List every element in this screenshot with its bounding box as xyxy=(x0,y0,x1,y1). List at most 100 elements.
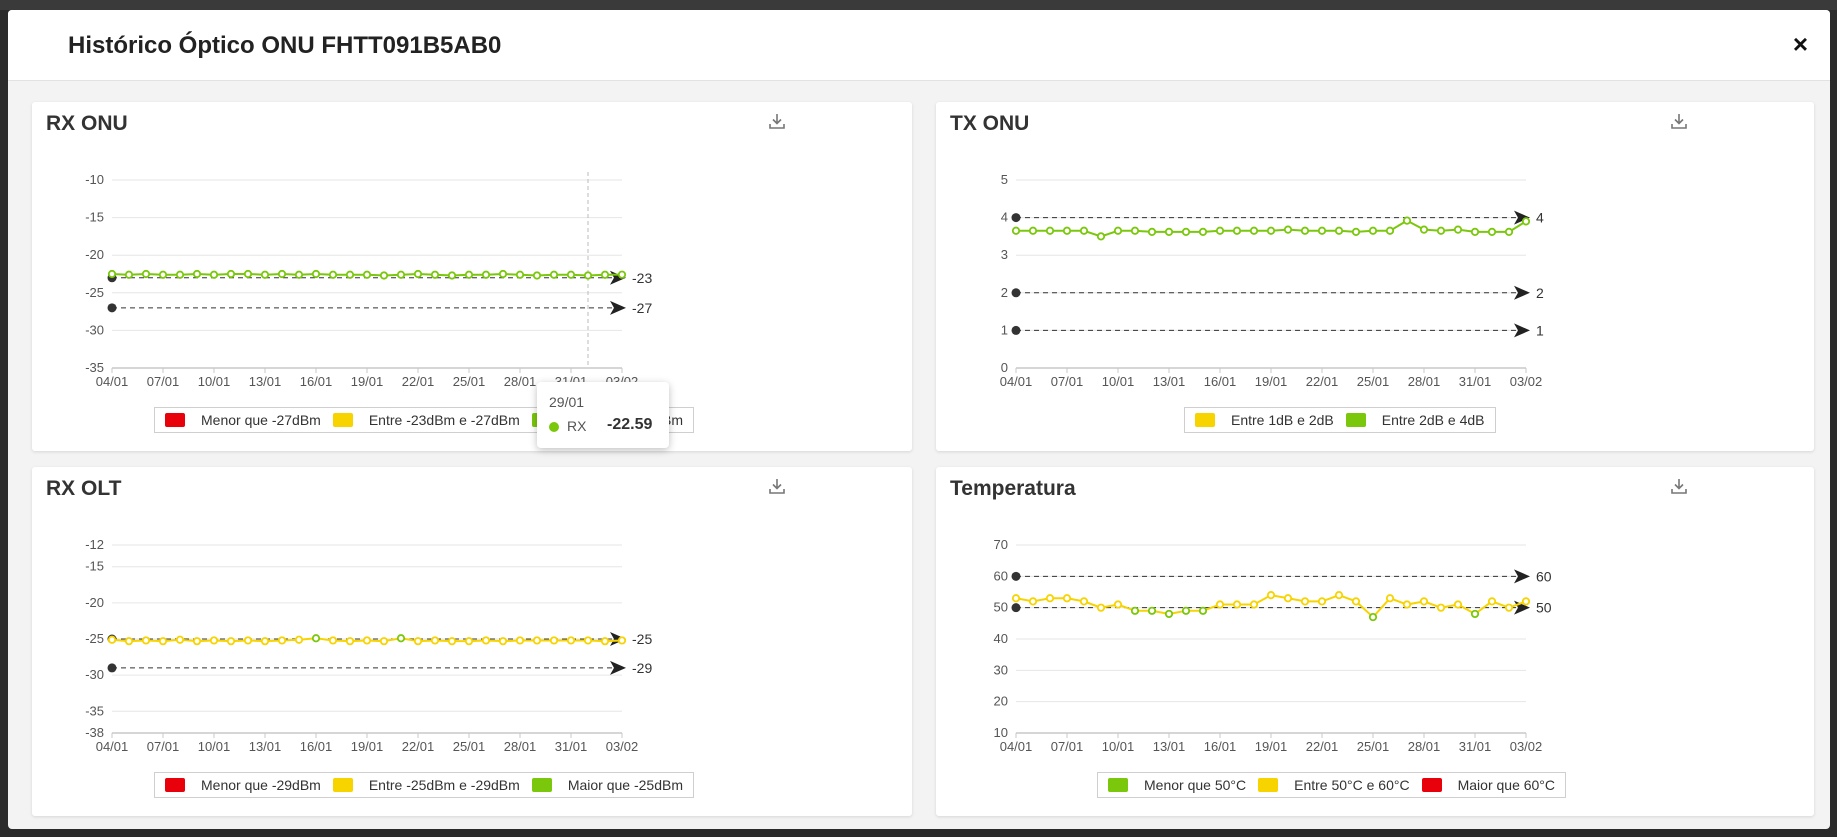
y-tick-label: -30 xyxy=(85,322,104,337)
data-point xyxy=(1385,226,1395,235)
legend-item[interactable]: Maior que 60°C xyxy=(1421,777,1556,793)
data-point xyxy=(1232,226,1242,235)
y-tick-label: 50 xyxy=(994,600,1008,615)
threshold-start-dot xyxy=(107,663,117,673)
data-point xyxy=(1011,226,1021,235)
y-tick-label: 4 xyxy=(1001,210,1008,225)
panel-title: RX ONU xyxy=(46,112,128,135)
data-point xyxy=(1351,227,1361,236)
tooltip-date: 29/01 xyxy=(549,394,585,410)
data-point xyxy=(464,270,474,279)
data-point xyxy=(192,637,202,646)
data-point xyxy=(1487,597,1497,606)
legend-swatch xyxy=(1345,413,1366,427)
x-tick-label: 19/01 xyxy=(1255,374,1288,389)
data-point xyxy=(481,636,491,645)
close-button[interactable]: × xyxy=(1792,29,1808,59)
legend-label: Maior que 60°C xyxy=(1457,777,1556,793)
x-tick-label: 13/01 xyxy=(1153,374,1186,389)
x-tick-label: 03/02 xyxy=(1510,739,1543,754)
data-point xyxy=(396,270,406,279)
modal-title: Histórico Óptico ONU FHTT091B5AB0 xyxy=(68,32,502,59)
data-point xyxy=(1283,225,1293,234)
data-point xyxy=(532,636,542,645)
legend: Menor que -29dBm Entre -25dBm e -29dBm Mai… xyxy=(154,772,694,798)
x-tick-label: 10/01 xyxy=(1102,374,1135,389)
legend-item[interactable]: Entre 50°C e 60°C xyxy=(1258,777,1410,793)
data-point xyxy=(600,637,610,646)
legend-label: Entre -23dBm e -27dBm xyxy=(368,412,520,428)
data-point xyxy=(1385,594,1395,603)
data-point xyxy=(583,636,593,645)
data-point xyxy=(175,270,185,279)
data-point xyxy=(260,270,270,279)
x-tick-label: 28/01 xyxy=(504,739,537,754)
legend-label: Menor que -27dBm xyxy=(201,412,321,428)
data-point xyxy=(1113,600,1123,609)
data-point xyxy=(141,269,151,279)
x-tick-label: 25/01 xyxy=(453,739,486,754)
data-point xyxy=(1300,226,1310,235)
legend-item[interactable]: Entre -23dBm e -27dBm xyxy=(332,412,520,428)
data-point xyxy=(1317,226,1327,235)
tx-onu-chart: 0 1 2 3 4 5 04/01 07/01 10/01 13/01 16/01 19/01 22/0… xyxy=(1000,172,1544,389)
y-tick-label: 10 xyxy=(994,725,1008,740)
legend-swatch xyxy=(332,413,353,427)
data-point xyxy=(124,270,134,279)
legend-label: Menor que -29dBm xyxy=(201,777,321,793)
legend-swatch xyxy=(165,413,185,427)
y-tick-label: 2 xyxy=(1001,285,1008,300)
data-point xyxy=(192,269,202,279)
threshold-label: 1 xyxy=(1536,322,1544,338)
data-point xyxy=(1215,600,1225,609)
legend-item[interactable]: Menor que 50°C xyxy=(1108,777,1246,793)
y-tick-label: 5 xyxy=(1001,172,1008,187)
threshold-start-dot xyxy=(1011,603,1021,613)
legend-item[interactable]: Menor que -29dBm xyxy=(165,777,321,793)
legend-item[interactable]: Entre 1dB e 2dB xyxy=(1195,412,1334,428)
download-icon[interactable] xyxy=(1670,112,1688,130)
x-tick-label: 04/01 xyxy=(1000,374,1033,389)
x-tick-label: 31/01 xyxy=(1459,374,1492,389)
legend-swatch xyxy=(1195,413,1215,427)
data-point xyxy=(600,270,610,279)
legend-swatch xyxy=(165,778,185,792)
data-point xyxy=(294,270,304,279)
data-point xyxy=(209,636,219,645)
data-point xyxy=(1368,226,1378,235)
x-tick-label: 07/01 xyxy=(147,374,180,389)
legend-item[interactable]: Entre 2dB e 4dB xyxy=(1345,412,1485,428)
x-tick-label: 22/01 xyxy=(402,374,435,389)
data-point xyxy=(1300,597,1310,606)
data-point xyxy=(515,636,525,645)
data-point xyxy=(447,271,457,280)
data-point xyxy=(328,636,338,645)
data-point xyxy=(1351,597,1361,606)
legend-swatch xyxy=(1421,778,1442,792)
threshold-label: -25 xyxy=(632,631,652,647)
data-point xyxy=(1249,226,1259,235)
data-point xyxy=(1079,597,1089,606)
data-point xyxy=(158,270,168,279)
legend-item[interactable]: Entre -25dBm e -29dBm xyxy=(332,777,520,793)
x-tick-label: 31/01 xyxy=(555,739,588,754)
legend-item[interactable]: Maior que -25dBm xyxy=(531,777,683,793)
download-icon[interactable] xyxy=(768,477,786,495)
data-point xyxy=(277,269,287,279)
data-point xyxy=(209,270,219,279)
x-tick-label: 19/01 xyxy=(351,739,384,754)
x-tick-label: 10/01 xyxy=(198,739,231,754)
data-point xyxy=(1028,226,1038,235)
y-tick-label: -20 xyxy=(85,595,104,610)
legend-item[interactable]: Menor que -27dBm xyxy=(165,412,321,428)
download-icon[interactable] xyxy=(768,112,786,130)
download-icon[interactable] xyxy=(1670,477,1688,495)
threshold-start-dot xyxy=(1011,213,1021,223)
threshold-start-dot xyxy=(1011,325,1021,335)
legend-swatch xyxy=(531,778,552,792)
data-point xyxy=(498,637,508,646)
data-point xyxy=(1147,606,1157,615)
data-point xyxy=(141,636,151,645)
data-point xyxy=(1164,227,1174,236)
